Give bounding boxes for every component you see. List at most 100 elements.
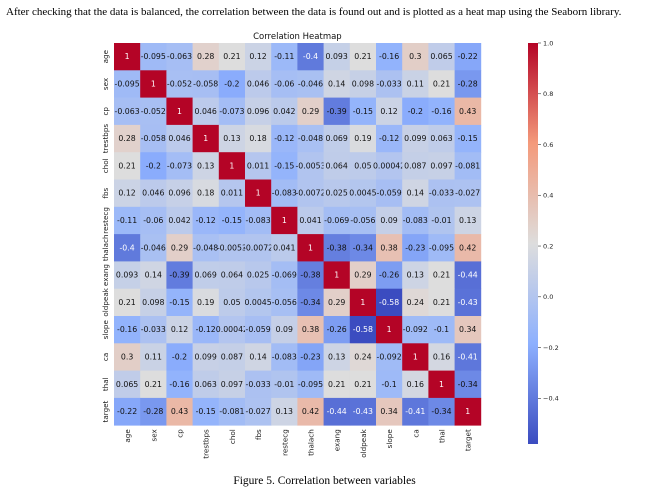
heatmap-cell bbox=[192, 124, 220, 153]
heatmap-cell bbox=[218, 152, 246, 180]
heatmap-cell bbox=[454, 316, 482, 344]
cell-value-label: 0.099 bbox=[404, 134, 426, 143]
y-tick-label: thalach bbox=[101, 234, 110, 261]
cell-value-label: 1 bbox=[465, 407, 470, 416]
cell-value-label: -0.033 bbox=[141, 325, 166, 334]
y-tick-label: exang bbox=[101, 264, 110, 286]
cell-value-label: -0.58 bbox=[353, 325, 373, 334]
x-tick-label: thal bbox=[438, 429, 447, 443]
heatmap-cell bbox=[376, 343, 403, 371]
cell-value-label: 0.11 bbox=[145, 352, 162, 361]
heatmap-cell bbox=[271, 397, 298, 426]
cell-value-label: 0.065 bbox=[430, 52, 452, 61]
cell-value-label: -0.34 bbox=[431, 407, 451, 416]
cell-value-label: 0.09 bbox=[276, 325, 293, 334]
heatmap-cell bbox=[166, 316, 193, 344]
cell-value-label: 0.21 bbox=[433, 79, 450, 88]
heatmap-cell bbox=[218, 234, 246, 262]
heatmap-cell bbox=[454, 206, 482, 235]
heatmap-cell bbox=[218, 124, 246, 153]
cell-value-label: -0.058 bbox=[141, 134, 166, 143]
heatmap-cell bbox=[297, 43, 324, 71]
cell-value-label: -0.01 bbox=[274, 380, 294, 389]
heatmap-cell bbox=[454, 179, 482, 208]
heatmap-cell bbox=[140, 152, 167, 180]
cell-value-label: -0.39 bbox=[169, 271, 189, 280]
cell-value-label: -0.15 bbox=[274, 161, 294, 170]
heatmap-cell bbox=[323, 397, 351, 426]
heatmap-cell bbox=[297, 97, 324, 126]
heatmap-cell bbox=[428, 397, 455, 426]
cell-value-label: 0.21 bbox=[433, 298, 450, 307]
cell-value-label: -0.063 bbox=[167, 52, 192, 61]
heatmap-cell bbox=[376, 124, 403, 153]
heatmap-cell bbox=[114, 43, 141, 71]
cell-value-label: 0.21 bbox=[354, 52, 371, 61]
cell-value-label: 0.43 bbox=[459, 107, 476, 116]
heatmap-cell bbox=[245, 234, 272, 262]
cell-value-label: -0.083 bbox=[272, 189, 297, 198]
heatmap-cell bbox=[140, 70, 167, 98]
heatmap-cell bbox=[114, 152, 141, 180]
x-tick-label: chol bbox=[228, 429, 237, 444]
heatmap-cell bbox=[114, 316, 141, 344]
y-tick-label: ca bbox=[101, 353, 110, 361]
heatmap-cell bbox=[454, 370, 482, 399]
heatmap-cell bbox=[245, 370, 272, 399]
cell-value-label: -0.027 bbox=[455, 189, 480, 198]
heatmap-cell bbox=[323, 179, 351, 208]
cell-value-label: -0.43 bbox=[458, 298, 478, 307]
cell-value-label: -0.38 bbox=[300, 271, 320, 280]
heatmap-cell bbox=[114, 261, 141, 290]
heatmap-cell bbox=[192, 316, 220, 344]
heatmap-cell bbox=[140, 316, 167, 344]
cell-value-label: 0.042 bbox=[273, 107, 295, 116]
cell-value-label: -0.095 bbox=[115, 79, 140, 88]
cell-value-label: -0.081 bbox=[219, 407, 244, 416]
cell-value-label: 0.046 bbox=[142, 189, 164, 198]
heatmap-cell bbox=[323, 97, 351, 126]
heatmap-cell bbox=[166, 43, 193, 71]
heatmap-cell bbox=[323, 261, 351, 290]
cell-value-label: -0.23 bbox=[300, 352, 320, 361]
cell-value-label: -0.38 bbox=[327, 243, 347, 252]
cell-value-label: 0.34 bbox=[380, 407, 397, 416]
cell-value-label: -0.15 bbox=[458, 134, 478, 143]
heatmap-cell bbox=[323, 124, 351, 153]
heatmap-cell bbox=[218, 288, 246, 317]
cell-value-label: -0.0072 bbox=[295, 189, 325, 198]
cell-value-label: -0.1 bbox=[381, 380, 396, 389]
cell-value-label: -0.12 bbox=[196, 325, 216, 334]
heatmap-cell bbox=[428, 179, 455, 208]
cell-value-label: 1 bbox=[229, 161, 234, 170]
heatmap-cell bbox=[114, 206, 141, 235]
heatmap-cell bbox=[114, 370, 141, 399]
cell-value-label: -0.43 bbox=[353, 407, 373, 416]
heatmap-cell bbox=[192, 97, 220, 126]
heatmap-cell bbox=[323, 152, 351, 180]
cell-value-label: 1 bbox=[203, 134, 208, 143]
heatmap-cell bbox=[428, 43, 455, 71]
heatmap-cell bbox=[349, 97, 377, 126]
heatmap-cell bbox=[218, 43, 246, 71]
heatmap-cell bbox=[245, 206, 272, 235]
heatmap-cell bbox=[428, 370, 455, 399]
heatmap-cell bbox=[140, 261, 167, 290]
cell-value-label: -0.2 bbox=[172, 352, 187, 361]
heatmap-cell bbox=[454, 288, 482, 317]
heatmap-cell bbox=[402, 343, 429, 371]
cell-value-label: 0.21 bbox=[145, 380, 162, 389]
heatmap-cell bbox=[140, 179, 167, 208]
cell-value-label: -0.26 bbox=[327, 325, 347, 334]
cell-value-label: 0.069 bbox=[326, 134, 348, 143]
heatmap-cell bbox=[271, 234, 298, 262]
heatmap-cell bbox=[114, 70, 141, 98]
cell-value-label: 0.12 bbox=[118, 189, 135, 198]
cell-value-label: -0.16 bbox=[379, 52, 399, 61]
heatmap-cell bbox=[114, 124, 141, 153]
heatmap-cell bbox=[271, 316, 298, 344]
colorbar-tick-label: 0.0 bbox=[543, 293, 553, 301]
cell-value-label: 0.0045 bbox=[349, 189, 376, 198]
cell-value-label: -0.4 bbox=[119, 243, 134, 252]
colorbar: 1.0 0.8 0.6 0.4 0.2 0.0 −0.2 −0.4 bbox=[528, 39, 559, 444]
